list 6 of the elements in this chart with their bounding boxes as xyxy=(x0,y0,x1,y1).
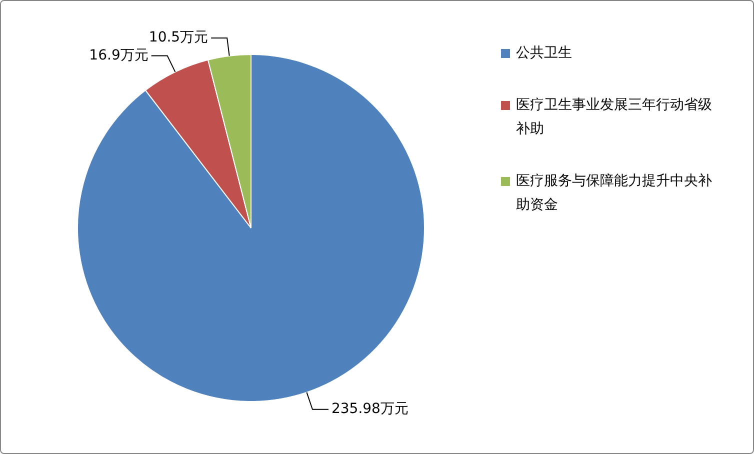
legend-label: 医疗服务与保障能力提升中央补助资金 xyxy=(516,172,713,215)
legend-label: 医疗卫生事业发展三年行动省级补助 xyxy=(516,96,713,139)
data-label: 10.5万元 xyxy=(148,30,208,46)
data-label: 16.9万元 xyxy=(89,47,148,64)
data-label: 235.98万元 xyxy=(331,401,408,418)
legend-label: 公共卫生 xyxy=(516,44,572,63)
